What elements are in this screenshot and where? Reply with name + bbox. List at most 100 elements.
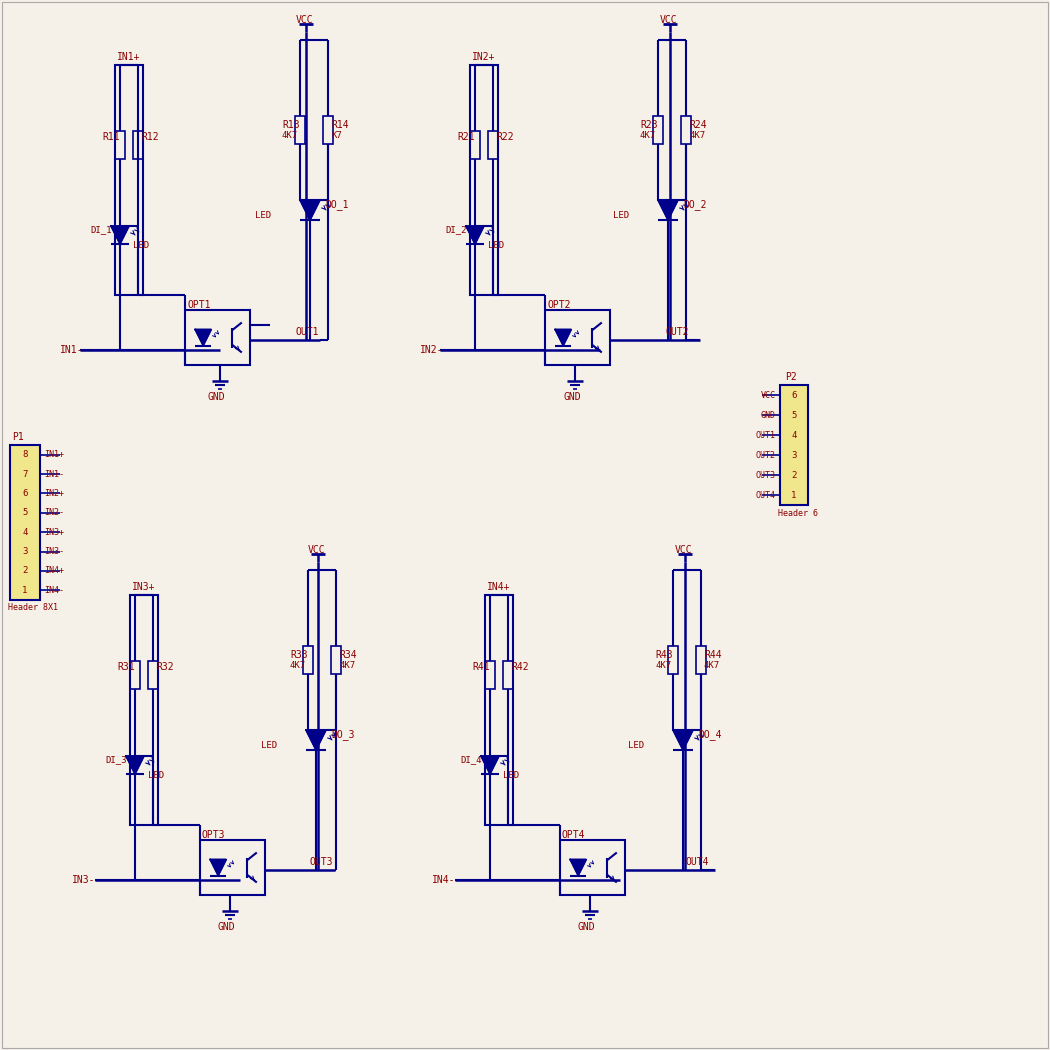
Text: 1: 1 (22, 586, 27, 594)
Text: IN3-: IN3- (44, 547, 64, 557)
Text: IN4+: IN4+ (487, 582, 510, 592)
Text: R22: R22 (496, 132, 513, 142)
Bar (185, 310, 250, 365)
Text: 3: 3 (792, 450, 797, 460)
Bar (130, 662, 140, 689)
Text: R43: R43 (655, 650, 673, 660)
Text: DI_4: DI_4 (460, 756, 482, 764)
Text: IN3+: IN3+ (44, 528, 64, 537)
Text: OPT2: OPT2 (547, 300, 570, 310)
Text: R12: R12 (141, 132, 159, 142)
Text: LED: LED (613, 210, 629, 219)
Text: Header 6: Header 6 (778, 508, 818, 518)
Text: 4K7: 4K7 (704, 660, 720, 670)
Text: OUT4: OUT4 (756, 490, 776, 500)
Text: R44: R44 (704, 650, 721, 660)
Text: DI_1: DI_1 (90, 226, 111, 234)
Bar (668, 646, 678, 674)
Text: IN1-: IN1- (44, 469, 64, 479)
Text: 4K7: 4K7 (689, 130, 706, 140)
Text: R21: R21 (457, 132, 475, 142)
Text: 4K7: 4K7 (290, 660, 307, 670)
Text: GND: GND (208, 392, 226, 402)
Bar (10, 445, 40, 600)
Text: VCC: VCC (675, 545, 693, 555)
Text: DI_3: DI_3 (105, 756, 126, 764)
Bar (331, 646, 341, 674)
Bar (681, 116, 691, 144)
Text: 7: 7 (22, 469, 27, 479)
Polygon shape (481, 756, 499, 774)
Text: R24: R24 (689, 120, 707, 130)
Text: VCC: VCC (660, 15, 677, 25)
Text: R32: R32 (156, 662, 173, 672)
Bar (545, 310, 610, 365)
Text: OUT3: OUT3 (310, 857, 334, 867)
Text: IN2+: IN2+ (44, 489, 64, 498)
Text: VCC: VCC (308, 545, 326, 555)
Text: 6: 6 (792, 391, 797, 399)
Text: 4: 4 (22, 528, 27, 537)
Text: OUT3: OUT3 (756, 470, 776, 480)
Text: 5: 5 (22, 508, 27, 518)
Text: DO_4: DO_4 (698, 730, 721, 740)
Bar (200, 840, 265, 895)
Text: R33: R33 (290, 650, 308, 660)
Text: Header 8X1: Header 8X1 (8, 604, 58, 612)
Text: IN2-: IN2- (44, 508, 64, 518)
Text: 4K7: 4K7 (640, 130, 656, 140)
Text: 1: 1 (792, 490, 797, 500)
Polygon shape (570, 860, 586, 876)
Bar (653, 116, 663, 144)
Text: DO_1: DO_1 (326, 200, 349, 210)
Bar (503, 662, 513, 689)
Text: IN3+: IN3+ (132, 582, 155, 592)
Polygon shape (210, 860, 226, 876)
Bar (295, 116, 304, 144)
Bar (148, 662, 158, 689)
Polygon shape (673, 730, 693, 750)
Text: 2: 2 (22, 566, 27, 575)
Text: LED: LED (628, 740, 644, 750)
Bar (485, 662, 495, 689)
Text: OUT2: OUT2 (665, 327, 689, 337)
Text: GND: GND (578, 922, 595, 932)
Text: IN3-: IN3- (72, 875, 96, 885)
Text: IN4-: IN4- (432, 875, 456, 885)
Text: VCC: VCC (296, 15, 314, 25)
Text: IN1+: IN1+ (117, 52, 141, 62)
Text: R11: R11 (102, 132, 120, 142)
Polygon shape (555, 330, 571, 345)
Text: 4K7: 4K7 (339, 660, 355, 670)
Bar (470, 131, 480, 159)
Bar (116, 131, 125, 159)
Text: OPT3: OPT3 (202, 830, 226, 840)
Text: LED: LED (255, 210, 271, 219)
Polygon shape (306, 730, 326, 750)
Polygon shape (658, 200, 678, 220)
Text: R14: R14 (331, 120, 349, 130)
Bar (470, 65, 498, 295)
Text: GND: GND (563, 392, 581, 402)
Text: IN4-: IN4- (44, 586, 64, 594)
Bar (116, 65, 143, 295)
Text: P2: P2 (785, 372, 797, 382)
Bar (130, 595, 157, 825)
Text: DI_2: DI_2 (445, 226, 466, 234)
Polygon shape (126, 756, 144, 774)
Text: LED: LED (503, 771, 519, 779)
Text: LED: LED (488, 240, 504, 250)
Text: R23: R23 (640, 120, 657, 130)
Text: R13: R13 (282, 120, 299, 130)
Text: GND: GND (761, 411, 776, 420)
Bar (488, 131, 498, 159)
Text: OUT4: OUT4 (685, 857, 709, 867)
Text: LED: LED (261, 740, 277, 750)
Bar (780, 385, 808, 505)
Polygon shape (466, 226, 484, 244)
Text: 4K7: 4K7 (282, 130, 298, 140)
Text: 6: 6 (22, 489, 27, 498)
Text: OUT1: OUT1 (756, 430, 776, 440)
Bar (696, 646, 706, 674)
Text: 8: 8 (22, 450, 27, 459)
